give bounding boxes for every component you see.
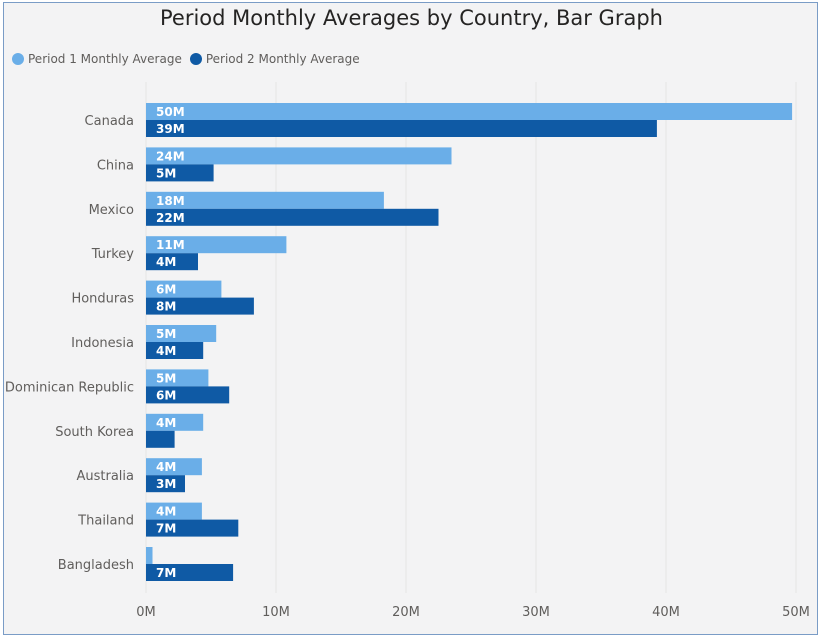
category-label-10: Bangladesh (58, 558, 134, 573)
bar-2-7 (146, 430, 175, 448)
bar-1-5 (146, 325, 217, 342)
chart-legend: Period 1 Monthly Average Period 2 Monthl… (12, 50, 362, 68)
data-label-2-6: 6M (156, 388, 176, 402)
data-label-1-1: 24M (156, 149, 185, 163)
legend-item-period-1[interactable]: Period 1 Monthly Average (12, 52, 182, 66)
x-tick-label-3: 30M (522, 605, 550, 620)
data-label-2-1: 5M (156, 166, 176, 180)
category-label-1: China (97, 158, 134, 173)
category-label-6: Dominican Republic (5, 380, 134, 395)
bar-2-9 (146, 519, 239, 537)
data-label-1-0: 50M (156, 105, 185, 119)
legend-label-period-1: Period 1 Monthly Average (28, 52, 182, 66)
category-label-5: Indonesia (71, 336, 134, 351)
data-label-2-3: 4M (156, 255, 176, 269)
bar-1-0 (146, 103, 793, 120)
chart-title: Period Monthly Averages by Country, Bar … (160, 6, 663, 30)
category-label-9: Thailand (77, 514, 134, 529)
data-label-1-4: 6M (156, 283, 176, 297)
x-tick-label-0: 0M (136, 605, 156, 620)
data-label-1-6: 5M (156, 371, 176, 385)
bar-2-1 (146, 164, 214, 182)
data-label-1-2: 18M (156, 194, 185, 208)
legend-dot-period-2 (189, 53, 202, 65)
bar-1-1 (146, 147, 452, 165)
category-label-0: Canada (85, 114, 134, 129)
bar-1-6 (146, 369, 209, 387)
bar-2-10 (146, 564, 234, 581)
category-label-4: Honduras (71, 292, 134, 307)
x-tick-label-5: 50M (782, 605, 810, 620)
bar-2-3 (146, 253, 198, 271)
data-label-2-10: 7M (156, 566, 176, 580)
bar-2-2 (146, 208, 439, 226)
bar-1-8 (146, 458, 202, 476)
bar-1-7 (146, 413, 204, 431)
data-label-1-8: 4M (156, 460, 176, 474)
bar-1-4 (146, 280, 222, 298)
data-label-2-5: 4M (156, 344, 176, 358)
category-label-8: Australia (76, 469, 134, 484)
category-label-2: Mexico (89, 203, 134, 218)
bar-1-3 (146, 236, 287, 254)
category-label-3: Turkey (91, 247, 135, 262)
data-label-1-5: 5M (156, 327, 176, 341)
bar-2-4 (146, 297, 254, 315)
bar-2-8 (146, 475, 185, 493)
data-label-1-7: 4M (156, 416, 176, 430)
data-label-2-8: 3M (156, 477, 176, 491)
bar-1-2 (146, 191, 384, 209)
data-label-2-4: 8M (156, 300, 176, 314)
bar-1-10 (146, 547, 153, 564)
bar-2-0 (146, 120, 657, 137)
data-label-2-0: 39M (156, 122, 185, 136)
bar-2-5 (146, 342, 204, 359)
bar-1-9 (146, 502, 202, 520)
data-label-2-9: 7M (156, 522, 176, 536)
bar-2-6 (146, 386, 230, 404)
legend-label-period-2: Period 2 Monthly Average (205, 52, 360, 66)
data-label-1-3: 11M (156, 238, 185, 252)
x-tick-label-4: 40M (652, 605, 680, 620)
category-label-7: South Korea (55, 425, 134, 440)
legend-dot-period-1 (12, 53, 24, 65)
legend-item-period-2[interactable]: Period 2 Monthly Average (189, 52, 360, 66)
x-tick-label-1: 10M (262, 605, 290, 620)
data-label-2-2: 22M (156, 211, 185, 225)
x-tick-label-2: 20M (392, 605, 420, 620)
data-label-1-9: 4M (156, 505, 176, 519)
